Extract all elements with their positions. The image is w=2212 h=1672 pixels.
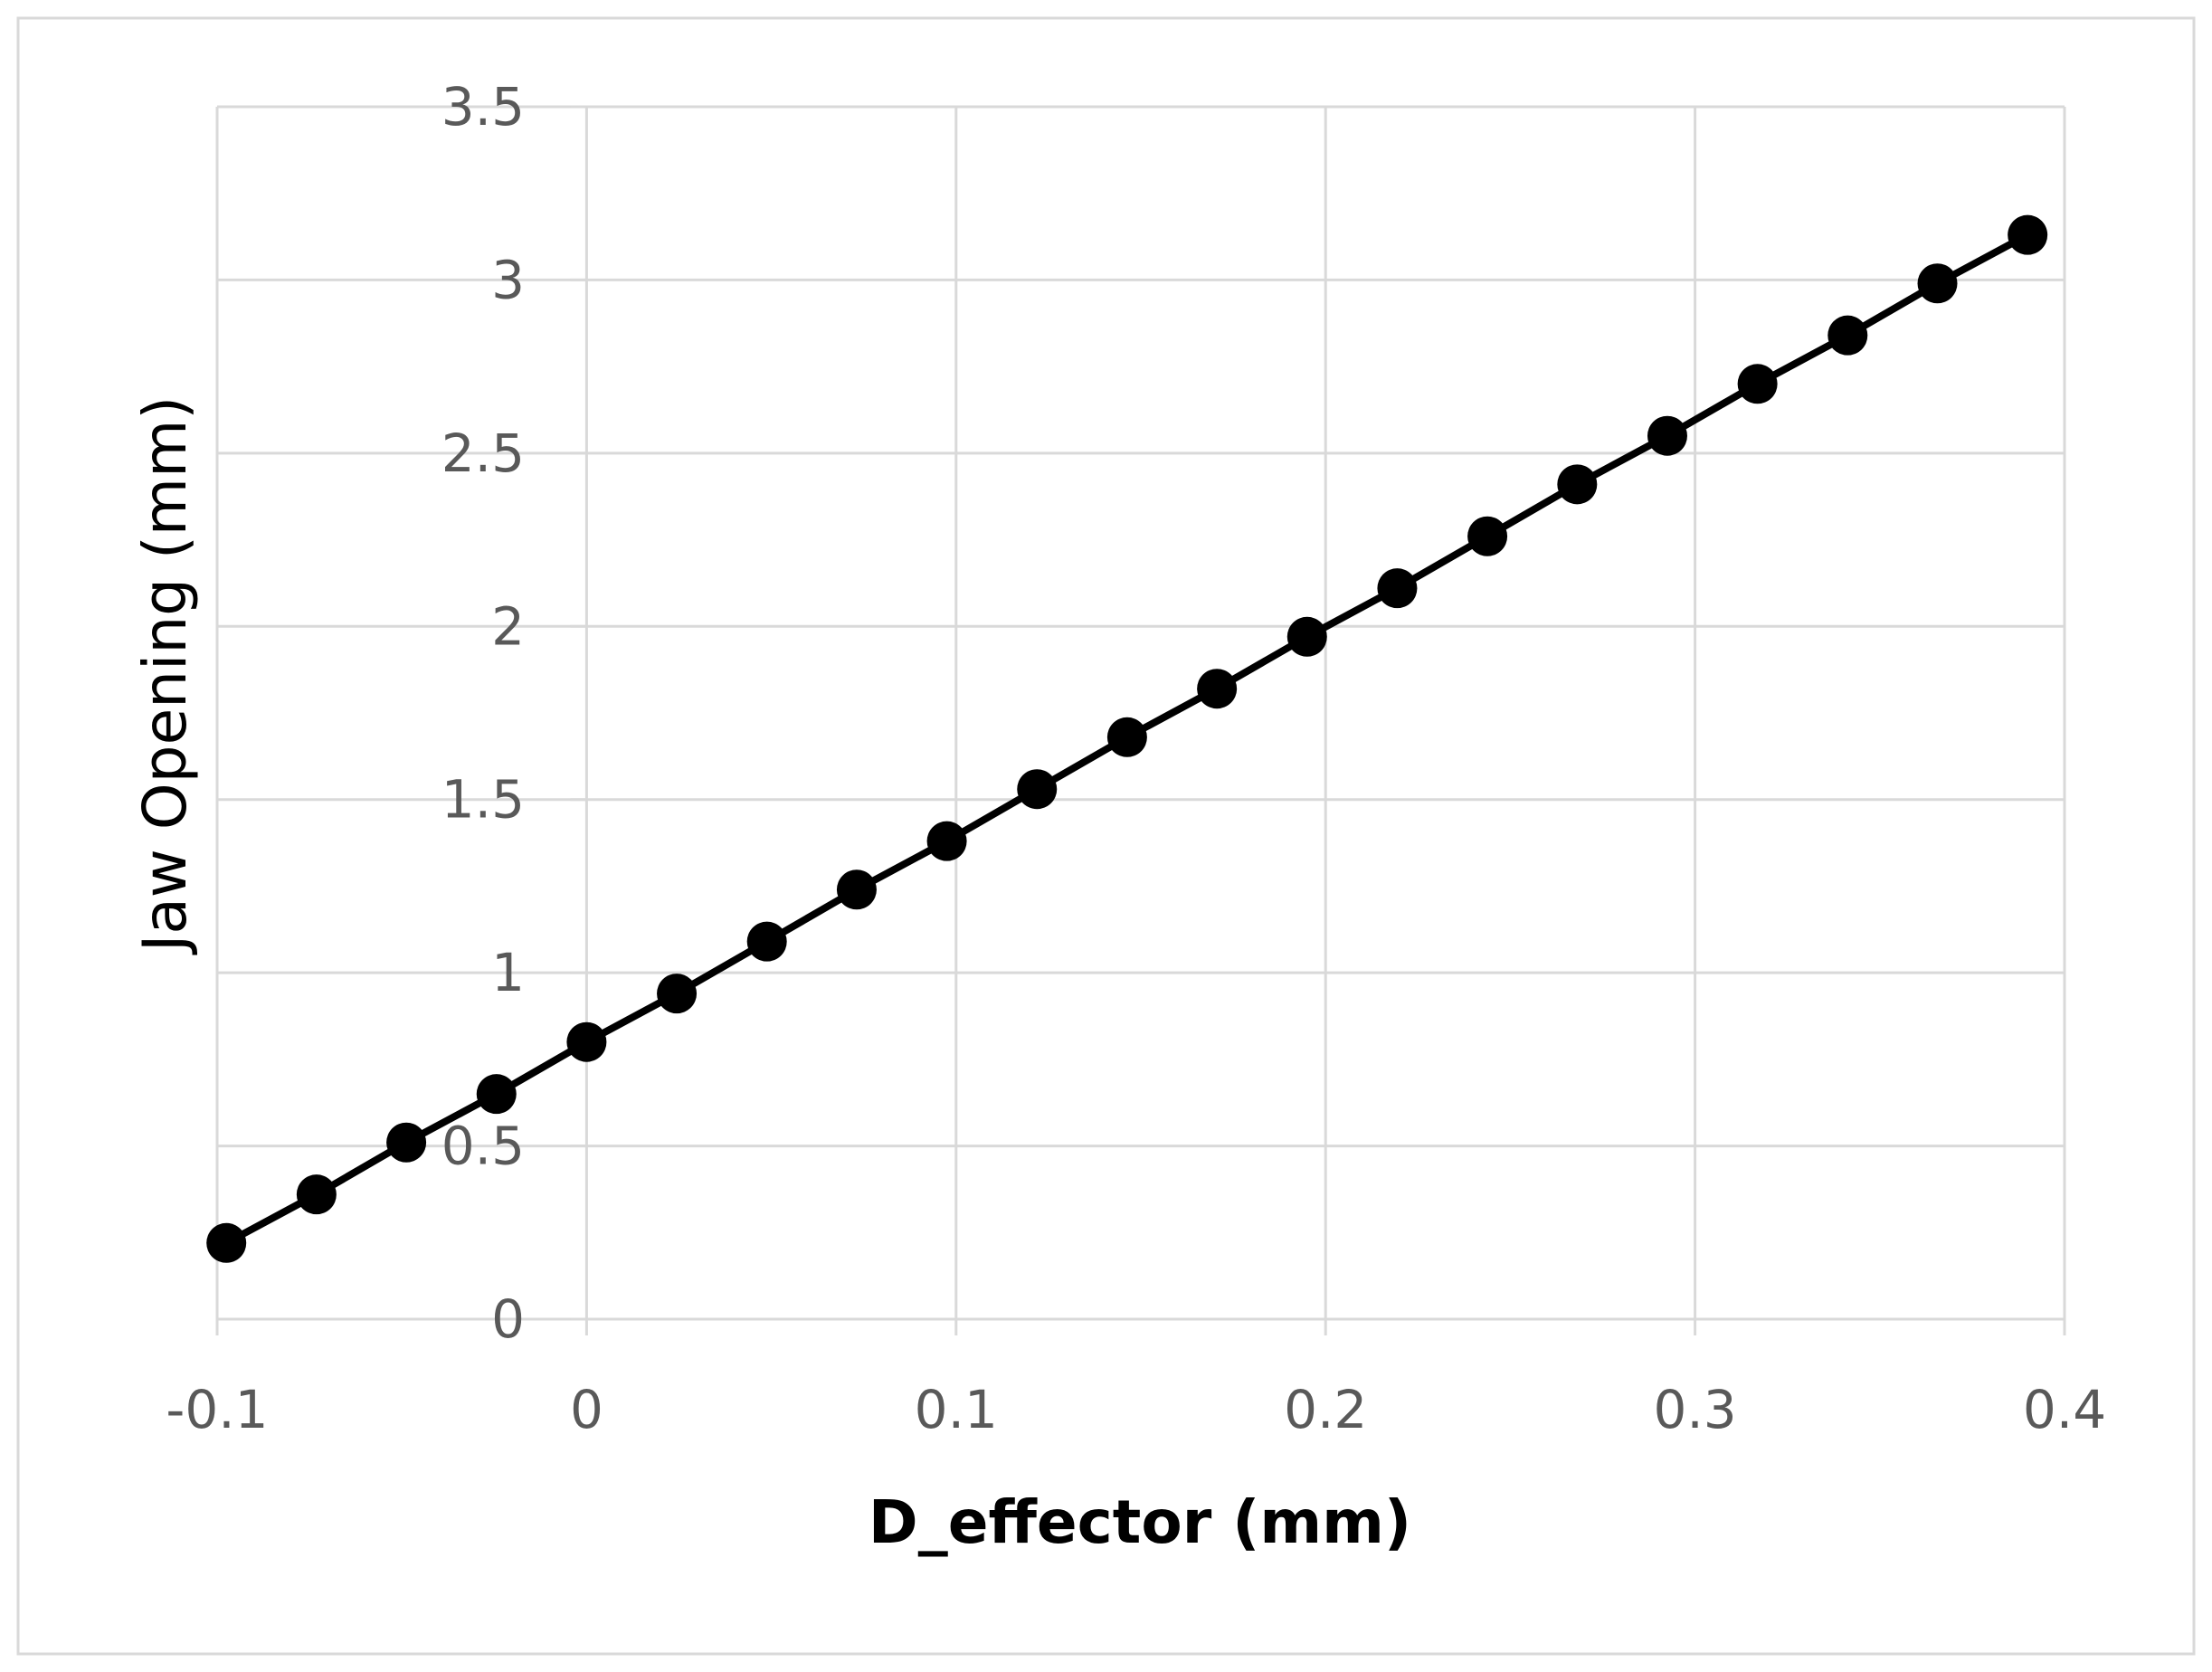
axes xyxy=(215,105,2066,1335)
data-point xyxy=(1377,568,1418,609)
y-tick-label: 2.5 xyxy=(441,423,525,484)
data-point xyxy=(836,869,877,910)
y-tick-label: 1 xyxy=(491,942,525,1003)
data-point xyxy=(657,974,698,1014)
data-point xyxy=(1737,364,1778,404)
data-point xyxy=(386,1122,427,1163)
x-tick-label: -0.1 xyxy=(166,1379,268,1440)
data-point xyxy=(1467,516,1508,556)
y-tick-label: 0.5 xyxy=(441,1116,525,1177)
data-point xyxy=(1017,769,1058,810)
x-tick-labels: -0.1 0 0.1 0.2 0.3 0.4 xyxy=(166,1379,2106,1440)
x-tick-label: 0.3 xyxy=(1653,1379,1736,1440)
gridlines xyxy=(215,105,2066,1319)
y-axis-title: Jaw Opening (mm) xyxy=(130,396,200,955)
x-tick-label: 0 xyxy=(570,1379,603,1440)
x-tick-label: 0.2 xyxy=(1284,1379,1367,1440)
data-point xyxy=(566,1021,607,1062)
data-point xyxy=(206,1222,247,1263)
series-1 xyxy=(206,214,2048,1263)
data-point xyxy=(1917,263,1958,304)
data-point xyxy=(476,1074,517,1115)
y-tick-label: 1.5 xyxy=(441,769,525,831)
data-point xyxy=(2008,214,2048,255)
y-tick-label: 3.5 xyxy=(441,76,525,138)
x-tick-label: 0.1 xyxy=(915,1379,998,1440)
data-point xyxy=(1647,415,1687,456)
data-point xyxy=(1106,717,1147,757)
data-point xyxy=(1197,669,1238,709)
data-point xyxy=(1557,464,1598,505)
y-tick-labels: 0 0.5 1 1.5 2 2.5 3 3.5 xyxy=(441,76,525,1350)
y-tick-label: 3 xyxy=(491,249,525,310)
x-tick-label: 0.4 xyxy=(2023,1379,2106,1440)
data-point xyxy=(296,1174,337,1215)
y-tick-label: 0 xyxy=(491,1288,525,1350)
data-point xyxy=(1828,315,1868,356)
x-axis-title: D_effector (mm) xyxy=(869,1487,1411,1557)
data-point xyxy=(926,821,967,861)
chart-frame xyxy=(16,16,2196,1656)
data-point xyxy=(1286,616,1327,657)
y-tick-label: 2 xyxy=(491,595,525,657)
data-point xyxy=(746,921,787,962)
